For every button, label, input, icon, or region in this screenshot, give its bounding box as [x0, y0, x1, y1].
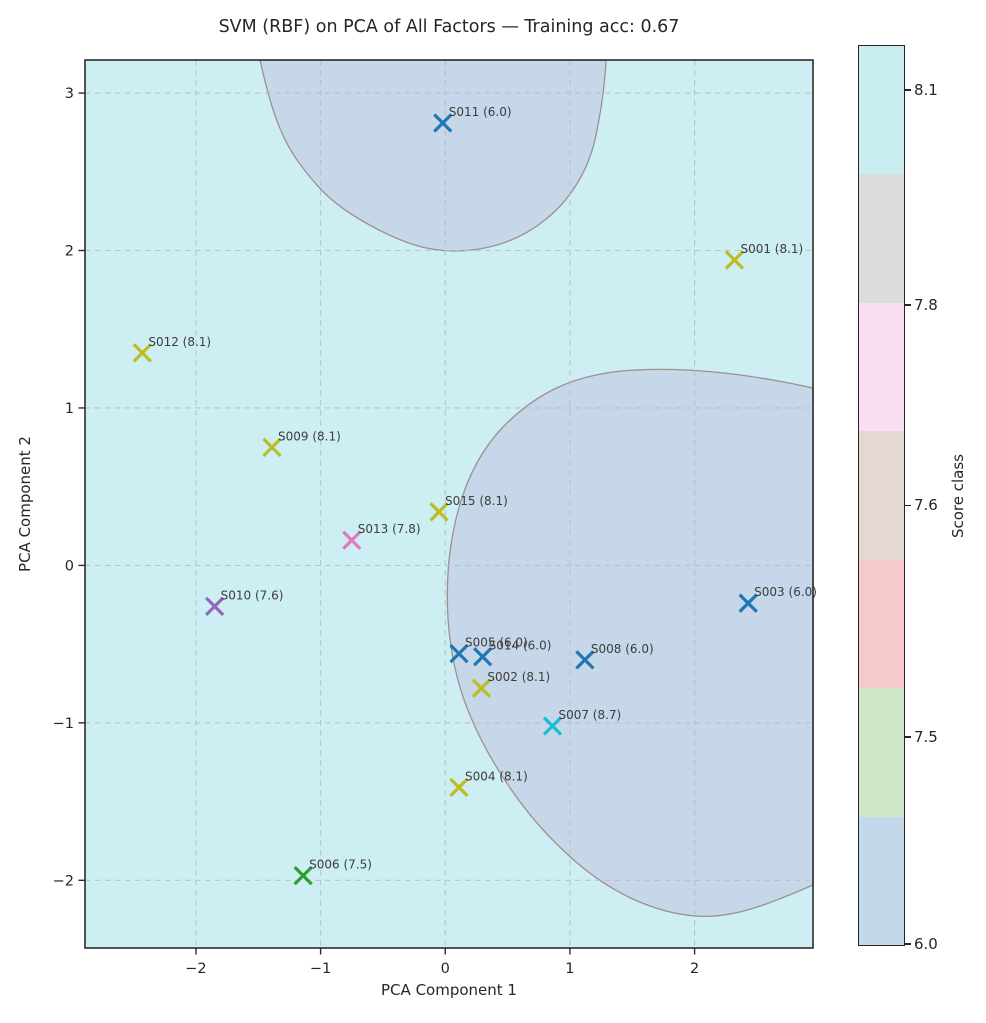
data-point-marker-S015 — [429, 502, 449, 522]
y-tick-label: −1 — [53, 716, 74, 732]
x-tick-label: −1 — [310, 961, 331, 977]
point-label-S012: S012 (8.1) — [148, 335, 211, 349]
colorbar-band-4 — [859, 559, 904, 689]
data-point-marker-S010 — [205, 596, 225, 616]
data-point-marker-S013 — [342, 530, 362, 550]
point-label-S013: S013 (7.8) — [358, 522, 421, 536]
point-label-S010: S010 (7.6) — [221, 588, 284, 602]
colorbar-tick-mark — [904, 89, 911, 91]
point-label-S008: S008 (6.0) — [591, 642, 654, 656]
point-label-S014: S014 (6.0) — [489, 639, 552, 653]
plot-frame — [84, 59, 814, 949]
y-axis-label: PCA Component 2 — [16, 436, 34, 572]
point-label-S009: S009 (8.1) — [278, 429, 341, 443]
data-point-marker-S011 — [433, 113, 453, 133]
data-point-marker-S004 — [449, 777, 469, 798]
y-tick-label: 2 — [65, 244, 74, 260]
x-axis-label: PCA Component 1 — [381, 981, 517, 999]
point-label-S004: S004 (8.1) — [465, 769, 528, 783]
point-label-S006: S006 (7.5) — [309, 858, 372, 872]
colorbar-band-6 — [859, 816, 904, 945]
data-points: S001 (8.1) S002 (8.1) S003 (6.0) S004 (8.1)… — [132, 105, 817, 886]
colorbar-band-1 — [859, 174, 904, 303]
y-tick-label: 3 — [65, 86, 74, 102]
colorbar-tick-mark — [904, 736, 911, 738]
point-label-S015: S015 (8.1) — [445, 494, 508, 508]
data-point-marker-S009 — [262, 437, 282, 457]
colorbar-band-5 — [859, 688, 904, 817]
data-point-marker-S005 — [449, 643, 469, 664]
colorbar-band-0 — [859, 46, 904, 175]
x-tick-label: 1 — [565, 961, 574, 977]
colorbar-label: Score class — [949, 453, 967, 539]
colorbar-tick-label: 7.6 — [914, 496, 938, 515]
colorbar-tick-mark — [904, 943, 911, 945]
point-label-S011: S011 (6.0) — [449, 105, 512, 119]
point-label-S001: S001 (8.1) — [740, 242, 803, 256]
x-tick-label: 0 — [441, 961, 450, 977]
colorbar-tick-mark — [904, 504, 911, 507]
colorbar-tick-label: 8.1 — [914, 80, 938, 99]
point-label-S005: S005 (6.0) — [465, 636, 528, 650]
decision-region-right — [446, 368, 814, 918]
colorbar-tick-label: 7.8 — [914, 295, 938, 314]
data-point-marker-S014 — [473, 647, 493, 667]
y-tick-label: −2 — [53, 873, 74, 889]
x-tick-label: 2 — [690, 961, 699, 977]
data-point-marker-S008 — [575, 650, 595, 670]
colorbar-band-2 — [859, 302, 904, 432]
colorbar-tick-label: 7.5 — [914, 728, 938, 747]
data-point-marker-S006 — [293, 865, 313, 886]
colorbar — [858, 45, 905, 946]
point-label-S007: S007 (8.7) — [558, 708, 621, 722]
chart-title: SVM (RBF) on PCA of All Factors — Traini… — [218, 17, 680, 37]
data-point-marker-S012 — [132, 343, 152, 363]
colorbar-tick-label: 6.0 — [914, 935, 938, 953]
y-tick-label: 0 — [65, 558, 74, 574]
data-point-marker-S001 — [724, 250, 745, 270]
colorbar-band-3 — [859, 431, 904, 560]
point-label-S002: S002 (8.1) — [487, 670, 550, 684]
y-tick-label: 1 — [65, 401, 74, 417]
data-point-marker-S002 — [471, 678, 492, 698]
x-tick-label: −2 — [185, 961, 206, 977]
decision-region-top — [259, 59, 607, 252]
data-point-marker-S007 — [542, 716, 563, 736]
axis-ticks: −2 −1 0 1 2 −2 −1 0 1 2 3 — [53, 86, 700, 977]
colorbar-tick-mark — [904, 304, 911, 306]
data-point-marker-S003 — [738, 593, 758, 613]
point-label-S003: S003 (6.0) — [754, 585, 817, 599]
